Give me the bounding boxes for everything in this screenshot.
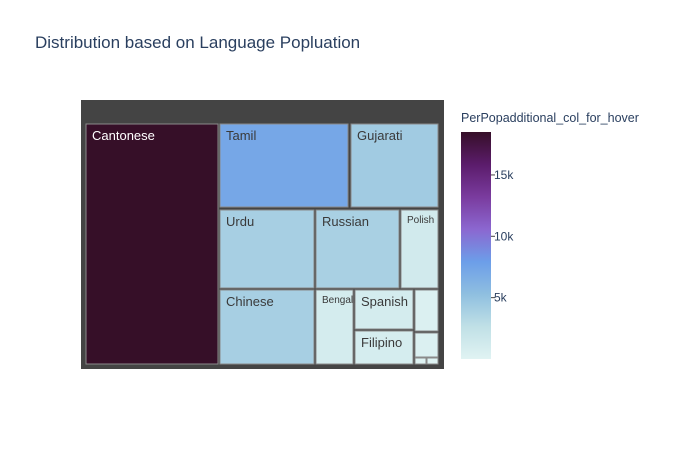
treemap-cell-label: Bengali xyxy=(322,295,355,306)
treemap-cell-label: Cantonese xyxy=(92,128,155,143)
treemap-cell-12[interactable] xyxy=(414,357,427,365)
colorbar-title: PerPopadditional_col_for_hover xyxy=(461,111,639,125)
treemap-cell-label: Spanish xyxy=(361,294,408,309)
treemap-cell-gujarati[interactable] xyxy=(350,123,439,208)
colorbar-tick-label: 5k xyxy=(494,291,508,305)
treemap-cell-13[interactable] xyxy=(426,357,439,365)
treemap-cells: Cantonese Tamil Gujarati Urdu Russian Polish C… xyxy=(85,123,439,365)
treemap-cell-label: Tamil xyxy=(226,128,256,143)
treemap-cell-label: Filipino xyxy=(361,335,402,350)
treemap-cell-label: Chinese xyxy=(226,294,274,309)
treemap-cell-russian[interactable] xyxy=(315,209,400,289)
treemap-cell-chinese[interactable] xyxy=(219,289,315,365)
treemap-cell-tamil[interactable] xyxy=(219,123,349,208)
treemap-cell-label: Russian xyxy=(322,214,369,229)
treemap-cell-label: Urdu xyxy=(226,214,254,229)
colorbar: PerPopadditional_col_for_hover 5k 10k 15k xyxy=(461,111,639,359)
treemap-cell-urdu[interactable] xyxy=(219,209,315,289)
colorbar-gradient xyxy=(461,132,491,359)
chart-title: Distribution based on Language Popluatio… xyxy=(35,33,361,52)
treemap-cell-11[interactable] xyxy=(414,332,439,358)
treemap-cell-bengali[interactable] xyxy=(315,289,354,365)
treemap-cell-filipino[interactable] xyxy=(354,330,414,365)
treemap-cell-polish[interactable] xyxy=(400,209,439,289)
treemap-cell-label: Polish xyxy=(407,215,434,226)
colorbar-tick-label: 10k xyxy=(494,229,514,243)
treemap-cell-label: Gujarati xyxy=(357,128,403,143)
treemap-cell-10[interactable] xyxy=(414,289,439,332)
colorbar-tick-label: 15k xyxy=(494,168,514,182)
treemap-cell-spanish[interactable] xyxy=(354,289,414,330)
treemap-cell-cantonese[interactable] xyxy=(85,123,219,365)
